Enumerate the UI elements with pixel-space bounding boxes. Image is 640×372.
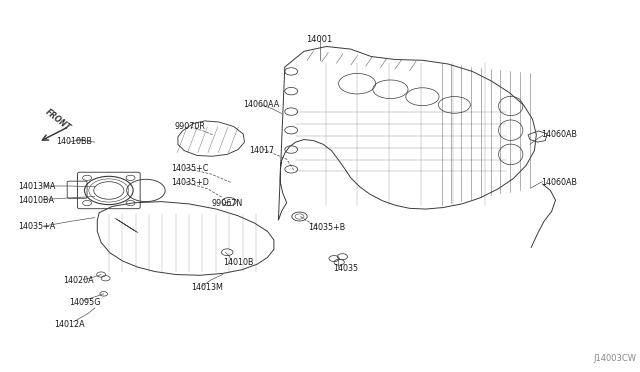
- Text: 14010BA: 14010BA: [18, 196, 54, 205]
- Text: 14020A: 14020A: [63, 276, 93, 285]
- Text: 99067N: 99067N: [211, 199, 243, 208]
- Text: 14035+C: 14035+C: [172, 164, 209, 173]
- Text: 14035+D: 14035+D: [172, 178, 209, 187]
- Text: 14001: 14001: [305, 35, 332, 44]
- Text: 14010BB: 14010BB: [56, 137, 92, 146]
- Text: 14060AB: 14060AB: [541, 178, 577, 187]
- Text: 14060AB: 14060AB: [541, 130, 577, 139]
- Text: J14003CW: J14003CW: [594, 354, 637, 363]
- Text: 14060AA: 14060AA: [243, 100, 280, 109]
- Text: 14017: 14017: [250, 146, 275, 155]
- Text: 14012A: 14012A: [54, 320, 85, 329]
- Text: 14035: 14035: [333, 264, 358, 273]
- Text: 99070R: 99070R: [174, 122, 205, 131]
- Text: 14013M: 14013M: [191, 283, 223, 292]
- Text: 14095G: 14095G: [69, 298, 100, 307]
- Text: 14013MA: 14013MA: [18, 182, 55, 191]
- Text: FRONT: FRONT: [44, 108, 72, 133]
- Text: 14010B: 14010B: [223, 258, 253, 267]
- Text: 14035+B: 14035+B: [308, 223, 346, 232]
- Text: 14035+A: 14035+A: [18, 222, 55, 231]
